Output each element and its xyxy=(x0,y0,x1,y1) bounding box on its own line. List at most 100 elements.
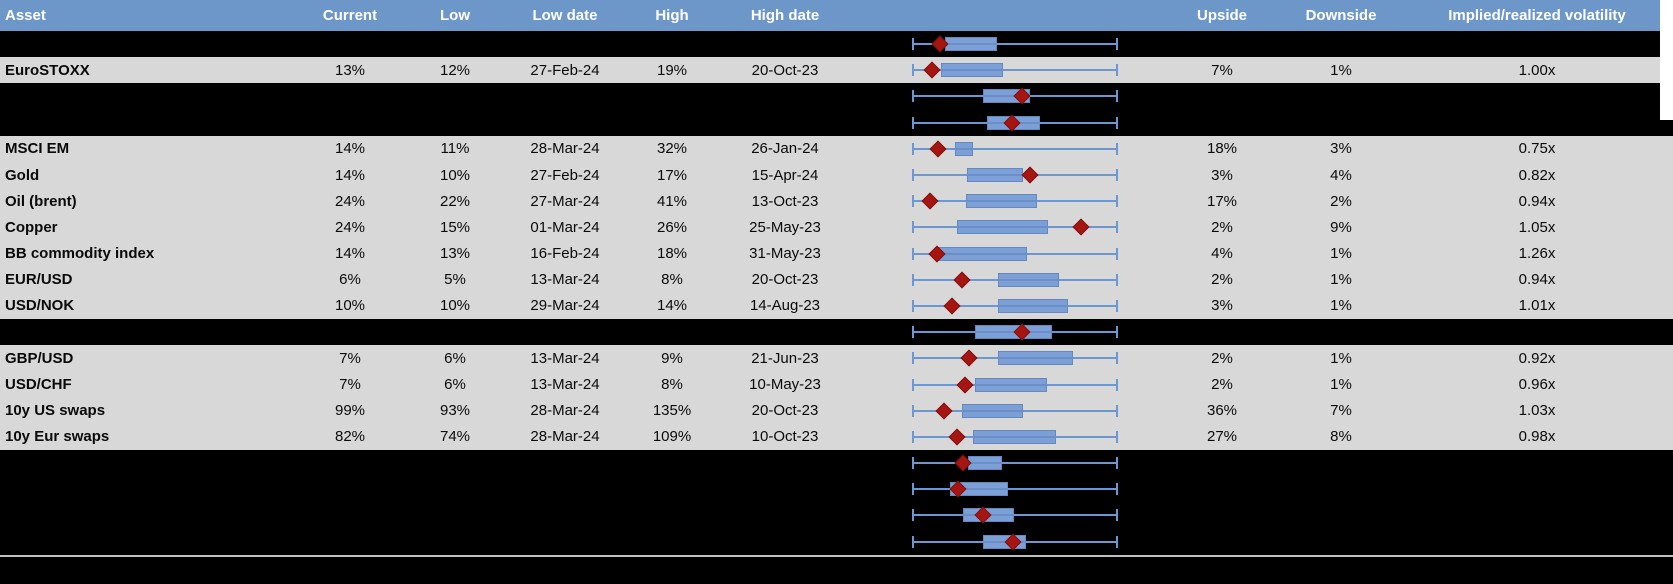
whisker-cap-left xyxy=(912,273,914,286)
table-row[interactable]: 10y Eur swaps 82% 74% 28-Mar-24 109% 10-Oct-2… xyxy=(0,423,1673,450)
low-value: 13% xyxy=(439,245,471,263)
table-row[interactable]: MSCI EM 14% 11% 28-Mar-24 32% 26-Jan-24 18% 3% 0… xyxy=(0,135,1673,162)
column-header-upside: Upside xyxy=(1196,7,1247,24)
whisker-line xyxy=(913,69,1117,72)
current-diamond-marker xyxy=(1072,218,1090,236)
asset-label: EUR/USD xyxy=(5,271,73,289)
range-boxplot xyxy=(912,319,1118,345)
current-value: 14% xyxy=(334,245,366,263)
table-row[interactable]: USD/NOK 10% 10% 29-Mar-24 14% 14-Aug-23 3% 1% 1.… xyxy=(0,292,1673,320)
whisker-cap-right xyxy=(1116,247,1118,260)
column-header-low: Low xyxy=(440,7,470,24)
low-date-value: 27-Feb-24 xyxy=(530,61,600,79)
column-header-asset: Asset xyxy=(5,7,46,24)
table-row[interactable]: Gold 14% 10% 27-Feb-24 17% 15-Apr-24 3% 4% 0.82x xyxy=(0,161,1673,189)
table-row[interactable]: Oil (brent) 24% 22% 27-Mar-24 41% 13-Oct-23 17… xyxy=(0,188,1673,215)
range-boxplot xyxy=(912,293,1118,319)
high-date-value: 20-Oct-23 xyxy=(751,402,819,420)
current-diamond-marker xyxy=(948,428,966,446)
table-row[interactable] xyxy=(0,502,1673,529)
high-date-value: 21-Jun-23 xyxy=(751,349,819,367)
table-row[interactable]: GBP/USD 7% 6% 13-Mar-24 9% 21-Jun-23 2% 1% 0.92x xyxy=(0,345,1673,372)
upside-value: 27% xyxy=(1206,428,1238,446)
whisker-line xyxy=(913,514,1117,517)
current-value: 6% xyxy=(339,271,361,289)
implied-realized-value: 0.82x xyxy=(1518,166,1556,184)
high-value: 17% xyxy=(656,166,688,184)
range-boxplot xyxy=(912,57,1118,83)
table-row[interactable]: USD/CHF 7% 6% 13-Mar-24 8% 10-May-23 2% 1% 0.96x xyxy=(0,371,1673,398)
current-value: 24% xyxy=(334,192,366,210)
range-box-midline xyxy=(955,147,973,150)
high-date-value: 13-Oct-23 xyxy=(751,192,819,210)
whisker-line xyxy=(913,462,1117,465)
asset-label: Gold xyxy=(5,166,40,184)
range-box-midline xyxy=(998,278,1060,281)
upside-value: 36% xyxy=(1206,402,1238,420)
whisker-cap-left xyxy=(912,352,914,365)
downside-value: 1% xyxy=(1330,297,1352,315)
table-row[interactable]: EuroSTOXX 13% 12% 27-Feb-24 19% 20-Oct-23 7% 1%… xyxy=(0,57,1673,84)
low-date-value: 13-Mar-24 xyxy=(530,271,600,289)
implied-realized-value: 0.94x xyxy=(1518,271,1556,289)
table-row[interactable] xyxy=(0,450,1673,477)
table-row[interactable] xyxy=(0,83,1673,110)
whisker-cap-right xyxy=(1116,273,1118,286)
table-row[interactable] xyxy=(0,528,1673,555)
high-date-value: 20-Oct-23 xyxy=(751,271,819,289)
table-row[interactable]: Copper 24% 15% 01-Mar-24 26% 25-May-23 2% 9% 1.0… xyxy=(0,214,1673,241)
column-header-low-date: Low date xyxy=(532,7,598,24)
whisker-cap-left xyxy=(912,247,914,260)
range-boxplot xyxy=(912,162,1118,188)
downside-value: 1% xyxy=(1330,271,1352,289)
table-row[interactable]: EUR/USD 6% 5% 13-Mar-24 8% 20-Oct-23 2% 1% 0.94x xyxy=(0,266,1673,293)
high-value: 41% xyxy=(656,192,688,210)
current-diamond-marker xyxy=(929,140,947,158)
current-diamond-marker xyxy=(921,192,939,210)
downside-value: 2% xyxy=(1330,192,1352,210)
low-date-value: 28-Mar-24 xyxy=(530,140,600,158)
whisker-cap-left xyxy=(912,483,914,496)
upside-value: 2% xyxy=(1211,376,1233,394)
table-row[interactable] xyxy=(0,319,1673,346)
downside-value: 9% xyxy=(1330,218,1352,236)
bottom-divider xyxy=(0,554,1673,557)
column-header-downside: Downside xyxy=(1305,7,1377,24)
range-boxplot xyxy=(912,424,1118,450)
table-row[interactable]: 10y US swaps 99% 93% 28-Mar-24 135% 20-Oct-23… xyxy=(0,397,1673,424)
low-date-value: 13-Mar-24 xyxy=(530,376,600,394)
downside-value: 1% xyxy=(1330,349,1352,367)
whisker-cap-left xyxy=(912,195,914,208)
whisker-cap-right xyxy=(1116,195,1118,208)
table-row[interactable]: BB commodity index 14% 13% 16-Feb-24 18% 31-M… xyxy=(0,240,1673,267)
range-box-midline xyxy=(949,488,1009,491)
range-box-midline xyxy=(957,226,1049,229)
whisker-cap-left xyxy=(912,378,914,391)
downside-value: 8% xyxy=(1330,428,1352,446)
whisker-cap-left xyxy=(912,535,914,548)
low-date-value: 29-Mar-24 xyxy=(530,297,600,315)
range-box-midline xyxy=(967,174,1023,177)
current-value: 82% xyxy=(334,428,366,446)
range-box-midline xyxy=(961,409,1023,412)
whisker-cap-right xyxy=(1116,378,1118,391)
high-value: 19% xyxy=(656,61,688,79)
whisker-cap-left xyxy=(912,38,914,51)
range-boxplot xyxy=(912,267,1118,293)
downside-value: 1% xyxy=(1330,376,1352,394)
whisker-cap-right xyxy=(1116,116,1118,129)
whisker-line xyxy=(913,43,1117,46)
table-row[interactable] xyxy=(0,476,1673,503)
low-date-value: 27-Mar-24 xyxy=(530,192,600,210)
upside-value: 17% xyxy=(1206,192,1238,210)
table-row[interactable] xyxy=(0,109,1673,136)
whisker-cap-right xyxy=(1116,430,1118,443)
low-value: 74% xyxy=(439,428,471,446)
upside-value: 2% xyxy=(1211,349,1233,367)
asset-label: 10y Eur swaps xyxy=(5,428,110,446)
high-value: 109% xyxy=(652,428,692,446)
range-boxplot xyxy=(912,529,1118,555)
table-row[interactable] xyxy=(0,31,1673,58)
asset-label: Copper xyxy=(5,218,58,236)
